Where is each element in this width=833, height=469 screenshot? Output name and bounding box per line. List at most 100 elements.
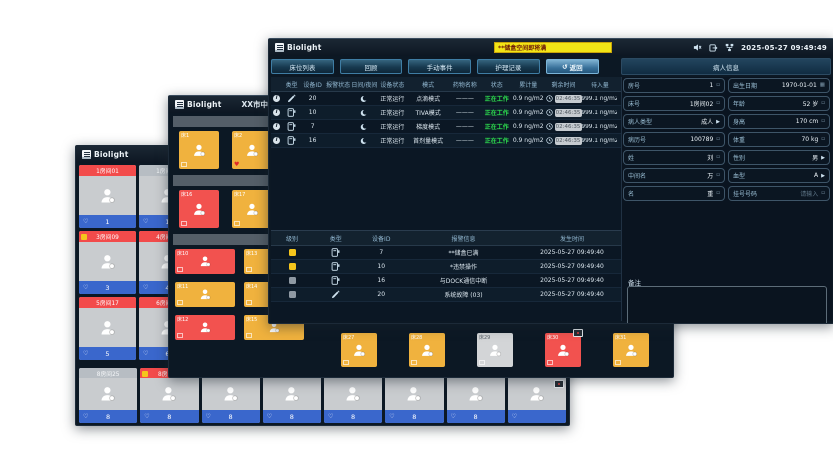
work-status: 正在工作 xyxy=(484,124,509,131)
export-icon[interactable] xyxy=(709,43,718,52)
bed-card[interactable]: 床17 ♥ xyxy=(232,190,272,228)
dropdown-arrow-icon[interactable]: ▶ xyxy=(716,118,720,125)
bed-card[interactable]: 床2 ♥ xyxy=(232,131,272,169)
field-edit-icon[interactable] xyxy=(821,191,825,197)
alarm-row[interactable]: 7 **储盒已满 2025-05-27 09:49:40 xyxy=(271,246,621,260)
bed-card[interactable]: 床1 ♥ xyxy=(179,131,219,169)
device-row[interactable]: 10 正常运行 TIVA模式 ——— 正在工作 0.9 ng/m2 02:46:… xyxy=(271,106,621,120)
field-label: 挂号号码 xyxy=(733,191,758,198)
tab-review[interactable]: 回顾 xyxy=(339,59,403,74)
bed-card[interactable]: 床11 ♥ xyxy=(175,282,235,307)
field-value: 男 xyxy=(812,155,819,162)
info-icon[interactable] xyxy=(273,123,281,130)
room-card[interactable]: 8房间25 ♡ 8 xyxy=(79,368,138,423)
patient-field[interactable]: 名 重 ▶ xyxy=(623,186,725,201)
field-edit-icon[interactable] xyxy=(716,191,720,197)
patient-field[interactable]: 血型 A ▶ xyxy=(728,168,830,183)
alarm-row[interactable]: 20 系统故障 (03) 2025-05-27 09:49:40 xyxy=(271,288,621,302)
field-edit-icon[interactable] xyxy=(716,101,720,107)
patient-icon xyxy=(101,387,115,401)
patient-icon xyxy=(557,344,569,356)
to-infuse-amount: 999.1 ng/m2 xyxy=(582,95,618,102)
alarm-row[interactable]: 16 与DOCK通信中断 2025-05-27 09:49:40 xyxy=(271,274,621,288)
tab-nursing-record[interactable]: 护理记录 xyxy=(477,59,540,74)
patient-field[interactable]: 体重 70 kg ▶ xyxy=(728,132,830,147)
alert-banner[interactable]: **储盒空间即将满 xyxy=(494,42,612,53)
field-edit-icon[interactable] xyxy=(716,155,720,161)
patient-field[interactable]: 姓 刘 ▶ xyxy=(623,150,725,165)
field-edit-icon[interactable] xyxy=(821,137,825,143)
infusion-mode: 首剂量模式 xyxy=(413,138,444,145)
alarm-time: 2025-05-27 09:49:40 xyxy=(540,277,604,284)
bed-card[interactable]: 床29 xyxy=(477,333,513,367)
patient-field[interactable]: 年龄 52 岁 ▶ xyxy=(728,96,830,111)
field-edit-icon[interactable] xyxy=(820,83,825,89)
field-edit-icon[interactable] xyxy=(821,119,825,125)
speaker-muted-icon[interactable] xyxy=(693,43,702,52)
field-edit-icon[interactable] xyxy=(821,101,825,107)
patient-icon xyxy=(246,144,258,156)
patient-icon xyxy=(625,344,637,356)
field-edit-icon[interactable] xyxy=(716,137,720,143)
bed-card[interactable]: 床30 xyxy=(545,329,583,367)
info-icon[interactable] xyxy=(273,95,281,102)
room-card-body xyxy=(446,378,505,410)
alarm-table-header: 级别 类型 设备ID 报警信息 发生时间 xyxy=(271,230,621,246)
heart-icon: ♡ xyxy=(83,413,89,420)
tab-manual-event[interactable]: 手动事件 xyxy=(408,59,472,74)
room-count: 3 xyxy=(105,283,110,292)
device-row[interactable]: 16 正常运行 首剂量模式 ——— 正在工作 0.9 ng/m2 02:46:3… xyxy=(271,134,621,148)
patient-icon xyxy=(285,387,299,401)
monitor-titlebar: Biolight **储盒空间即将满 2025-05-27 09:49:49 xyxy=(269,39,833,56)
patient-field[interactable]: 中间名 万 ▶ xyxy=(623,168,725,183)
patient-field[interactable]: 性别 男 ▶ xyxy=(728,150,830,165)
info-icon[interactable] xyxy=(273,137,281,144)
room-count: 8 xyxy=(106,412,111,421)
room-card[interactable]: 3房间09 ♡ 3 xyxy=(79,231,136,294)
alarm-marker-icon xyxy=(81,233,87,240)
patient-field[interactable]: 挂号号码 请输入 ▶ xyxy=(728,186,830,201)
device-row[interactable]: 7 正常运行 梯度模式 ——— 正在工作 0.9 ng/m2 02:46:35 xyxy=(271,120,621,134)
camera-placeholder-icon xyxy=(177,266,183,272)
hospital-title: XX市中心医院 xyxy=(241,100,291,109)
field-value: 刘 xyxy=(707,155,714,162)
bed-label: 床2 xyxy=(234,133,243,139)
room-section: 房间4 床16 ♥ xyxy=(173,175,305,228)
dropdown-arrow-icon[interactable]: ▶ xyxy=(821,154,825,161)
bed-card[interactable]: 床27 xyxy=(341,333,377,367)
heart-icon: ♡ xyxy=(328,413,334,420)
bed-card[interactable]: 床12 ♥ xyxy=(175,315,235,340)
bed-card[interactable]: 床31 xyxy=(613,333,649,367)
device-row[interactable]: 20 正常运行 点滴模式 ——— 正在工作 0.9 ng/m2 02:46:35 xyxy=(271,92,621,106)
camera-placeholder-icon xyxy=(177,332,183,338)
bed-label: 床17 xyxy=(234,192,246,198)
bed-card[interactable]: 床28 xyxy=(409,333,445,367)
patient-field[interactable]: 出生日期 1970-01-01 ▶ xyxy=(728,78,830,93)
network-icon[interactable] xyxy=(725,43,734,52)
patient-field[interactable]: 病历号 100789 ▶ xyxy=(623,132,725,147)
notes-textarea[interactable] xyxy=(627,286,827,323)
patient-field[interactable]: 床号 1房间02 ▶ xyxy=(623,96,725,111)
bed-label: 床31 xyxy=(615,335,627,341)
alarm-level-icon xyxy=(288,277,296,284)
field-edit-icon[interactable] xyxy=(716,83,720,89)
patient-field[interactable]: 病人类型 成人 ▶ xyxy=(623,114,725,129)
back-button[interactable]: ↺ 返回 xyxy=(545,59,599,74)
alarm-row[interactable]: 10 *违禁操作 2025-05-27 09:49:40 xyxy=(271,260,621,274)
room-count: 8 xyxy=(289,412,294,421)
room-card[interactable]: 1房间01 ♡ 1 xyxy=(79,165,136,228)
bed-card[interactable]: 床10 ♥ xyxy=(175,249,235,274)
biolight-logo-icon xyxy=(175,100,184,109)
field-label: 性别 xyxy=(733,155,746,162)
field-value: 52 岁 xyxy=(802,101,819,108)
dropdown-arrow-icon[interactable]: ▶ xyxy=(821,172,825,179)
tab-bed-list[interactable]: 床位列表 xyxy=(271,59,334,74)
info-icon[interactable] xyxy=(273,109,281,116)
patient-field[interactable]: 房号 1 ▶ xyxy=(623,78,725,93)
remaining-time: 02:46:35 xyxy=(554,94,582,103)
room-card[interactable]: 5房间17 ♡ 5 xyxy=(79,297,136,360)
bed-card[interactable]: 床16 ♥ xyxy=(179,190,219,228)
field-edit-icon[interactable] xyxy=(716,173,720,179)
patient-field[interactable]: 身高 170 cm ▶ xyxy=(728,114,830,129)
room-card-body xyxy=(324,378,383,410)
